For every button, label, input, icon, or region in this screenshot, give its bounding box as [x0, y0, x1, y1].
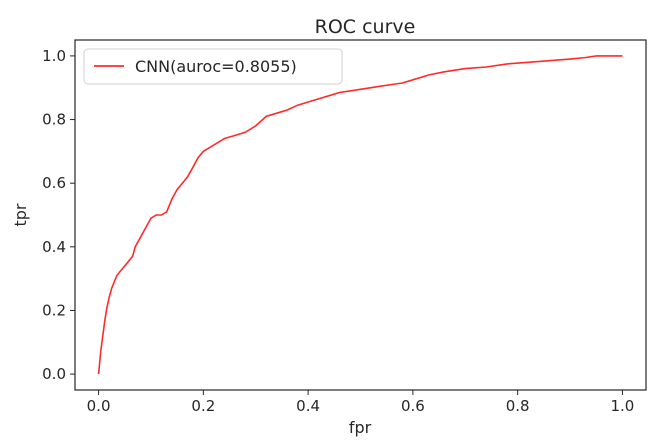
x-tick-label: 0.2	[191, 397, 215, 415]
legend: CNN(auroc=0.8055)	[83, 48, 343, 85]
y-tick-label: 0.2	[42, 301, 66, 319]
y-tick-label: 0.0	[42, 365, 66, 383]
plot-area	[74, 39, 647, 391]
legend-entry-label: CNN(auroc=0.8055)	[135, 57, 297, 76]
legend-box	[83, 48, 343, 85]
x-tick-label: 0.6	[401, 397, 425, 415]
x-axis-label: fpr	[349, 418, 372, 437]
y-tick-label: 0.4	[42, 238, 66, 256]
y-tick-label: 1.0	[42, 47, 66, 65]
x-tick-label: 0.0	[87, 397, 111, 415]
y-tick-label: 0.6	[42, 174, 66, 192]
y-axis-label: tpr	[11, 203, 30, 226]
x-tick-label: 1.0	[610, 397, 634, 415]
y-tick-label: 0.8	[42, 111, 66, 129]
chart-title: ROC curve	[315, 16, 416, 38]
x-tick-label: 0.4	[296, 397, 320, 415]
y-axis: 0.0 0.2 0.4 0.6 0.8 1.0	[42, 47, 75, 383]
x-axis: 0.0 0.2 0.4 0.6 0.8 1.0	[87, 390, 634, 415]
x-tick-label: 0.8	[506, 397, 530, 415]
roc-curve-line	[97, 55, 623, 375]
